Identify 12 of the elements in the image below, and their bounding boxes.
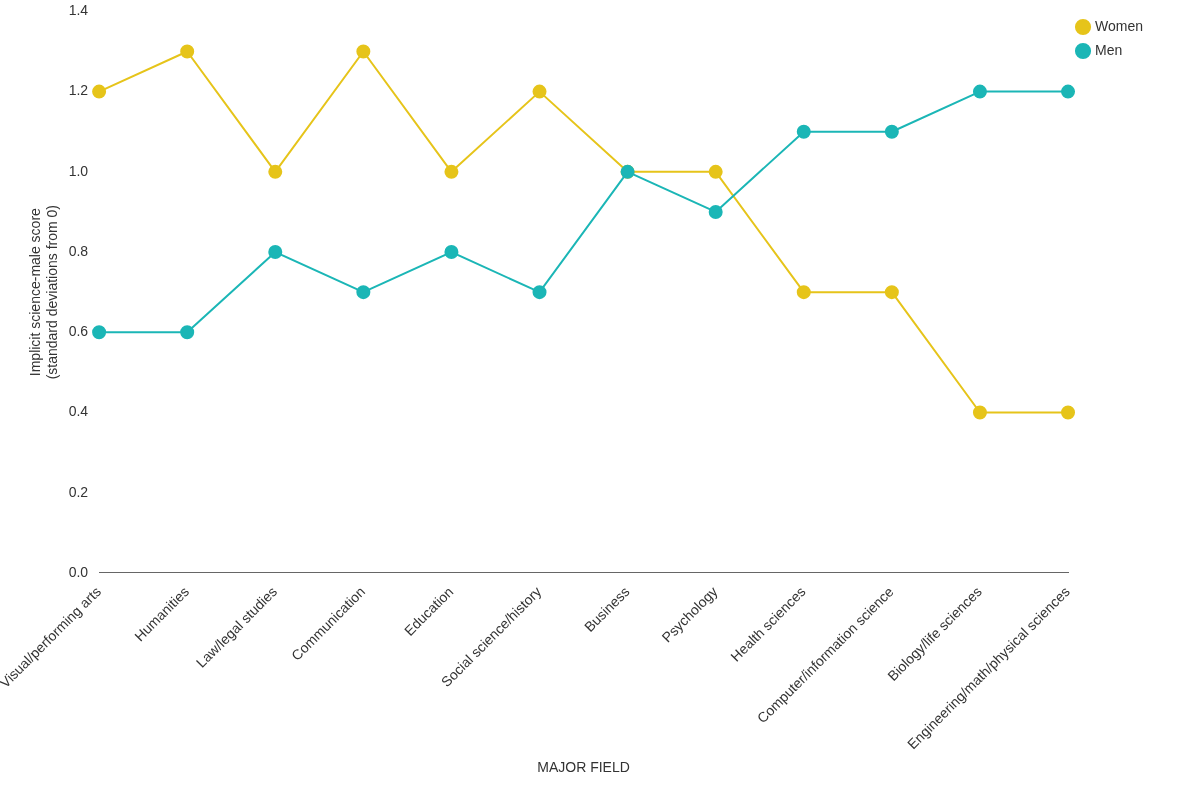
y-axis-title: Implicit science-male score (standard deviations from 0)	[27, 205, 61, 380]
y-tick-label: 0.0	[68, 563, 89, 580]
y-tick-label: 0.8	[68, 242, 89, 259]
y-tick-label: 0.4	[68, 403, 89, 420]
y-tick-label: 1.0	[68, 162, 89, 179]
y-tick-label: 0.2	[68, 483, 89, 500]
y-tick-label: 1.2	[68, 82, 89, 99]
legend-label: Men	[1095, 41, 1123, 58]
x-axis-title: MAJOR FIELD	[537, 759, 630, 776]
y-tick-label: 1.4	[68, 2, 89, 19]
y-tick-label: 0.6	[68, 323, 89, 340]
legend-label: Women	[1095, 17, 1143, 34]
